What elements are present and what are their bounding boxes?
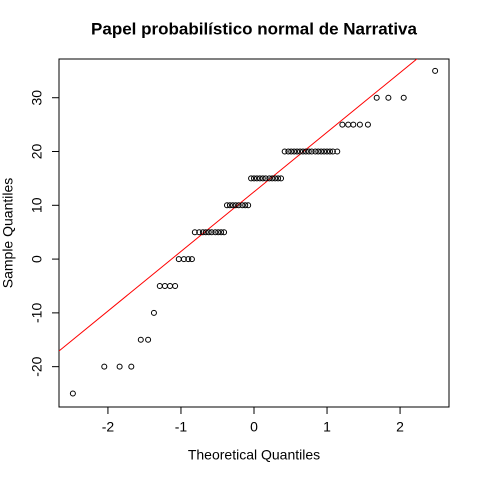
point bbox=[269, 175, 276, 182]
point bbox=[299, 148, 306, 155]
point bbox=[69, 390, 76, 397]
point bbox=[212, 229, 219, 236]
plot-frame bbox=[58, 58, 450, 408]
point bbox=[248, 175, 255, 182]
point bbox=[275, 175, 282, 182]
x-tick-label: -2 bbox=[102, 419, 115, 435]
point bbox=[221, 229, 228, 236]
point bbox=[161, 282, 168, 289]
point bbox=[294, 148, 301, 155]
point bbox=[180, 256, 187, 263]
reference-line bbox=[59, 59, 418, 352]
point bbox=[185, 256, 192, 263]
point bbox=[334, 148, 341, 155]
point bbox=[215, 229, 222, 236]
point bbox=[218, 229, 225, 236]
point bbox=[235, 202, 242, 209]
y-tick-label: 0 bbox=[29, 255, 45, 263]
y-axis-label: Sample Quantiles bbox=[0, 178, 16, 289]
point bbox=[339, 121, 346, 128]
point bbox=[196, 229, 203, 236]
x-tick-label: 2 bbox=[396, 419, 404, 435]
x-tick-label: 1 bbox=[323, 419, 331, 435]
point bbox=[326, 148, 333, 155]
x-tick-label: -1 bbox=[175, 419, 188, 435]
point bbox=[288, 148, 295, 155]
point bbox=[229, 202, 236, 209]
point bbox=[202, 229, 209, 236]
point bbox=[191, 229, 198, 236]
point bbox=[345, 121, 352, 128]
point bbox=[262, 175, 269, 182]
point bbox=[226, 202, 233, 209]
point bbox=[281, 148, 288, 155]
point bbox=[239, 202, 246, 209]
point bbox=[172, 282, 179, 289]
y-tick-label: 10 bbox=[29, 197, 45, 213]
point bbox=[432, 67, 439, 74]
point bbox=[321, 148, 328, 155]
point bbox=[205, 229, 212, 236]
point bbox=[364, 121, 371, 128]
point bbox=[312, 148, 319, 155]
x-tick-label: 0 bbox=[250, 419, 258, 435]
point bbox=[259, 175, 266, 182]
point bbox=[256, 175, 263, 182]
point bbox=[116, 363, 123, 370]
point bbox=[315, 148, 322, 155]
point bbox=[373, 94, 380, 101]
point bbox=[242, 202, 249, 209]
point bbox=[302, 148, 309, 155]
chart-title: Papel probabilístico normal de Narrativa bbox=[91, 19, 417, 38]
point bbox=[232, 202, 239, 209]
point bbox=[167, 282, 174, 289]
point bbox=[223, 202, 230, 209]
point bbox=[253, 175, 260, 182]
point bbox=[318, 148, 325, 155]
point bbox=[145, 336, 152, 343]
point bbox=[324, 148, 331, 155]
point bbox=[266, 175, 273, 182]
point bbox=[137, 336, 144, 343]
point bbox=[356, 121, 363, 128]
point bbox=[175, 256, 182, 263]
point bbox=[208, 229, 215, 236]
point bbox=[128, 363, 135, 370]
y-tick-label: 30 bbox=[29, 90, 45, 106]
point bbox=[272, 175, 279, 182]
point bbox=[308, 148, 315, 155]
y-tick-label: -20 bbox=[29, 356, 45, 376]
y-tick-label: 20 bbox=[29, 144, 45, 160]
point bbox=[305, 148, 312, 155]
point bbox=[199, 229, 206, 236]
point bbox=[291, 148, 298, 155]
point bbox=[329, 148, 336, 155]
point bbox=[285, 148, 292, 155]
point bbox=[251, 175, 257, 182]
point bbox=[350, 121, 357, 128]
point bbox=[278, 175, 285, 182]
y-tick-label: -10 bbox=[29, 303, 45, 323]
point bbox=[385, 94, 392, 101]
point bbox=[297, 148, 304, 155]
point bbox=[245, 202, 252, 209]
point bbox=[400, 94, 407, 101]
x-axis-label: Theoretical Quantiles bbox=[188, 447, 320, 463]
point bbox=[101, 363, 108, 370]
point bbox=[156, 282, 163, 289]
point bbox=[150, 309, 157, 316]
point bbox=[188, 256, 195, 263]
